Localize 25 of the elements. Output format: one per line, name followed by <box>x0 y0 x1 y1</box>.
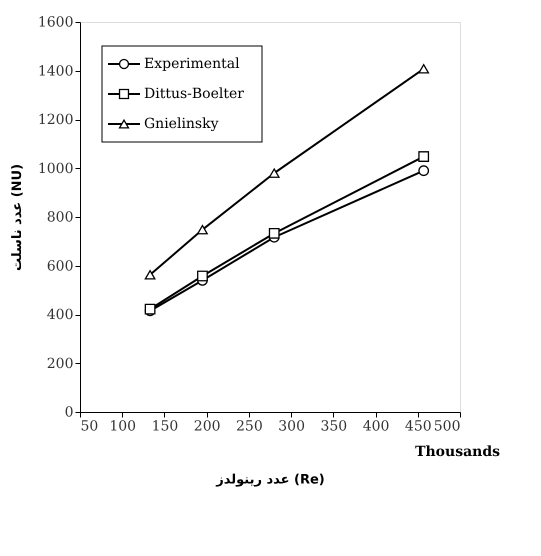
x-tick-label: 250 <box>236 418 263 434</box>
x-tick-label: 350 <box>320 418 348 434</box>
x-tick-label: 150 <box>152 418 178 434</box>
text: Thousands <box>415 444 500 460</box>
x-tick-label: 400 <box>362 418 390 434</box>
y-tick-label: 1400 <box>38 63 74 80</box>
y-tick-label: 1600 <box>38 14 74 30</box>
legend-label: Gnielinsky <box>144 116 219 132</box>
y-tick-label: 400 <box>46 307 74 323</box>
x-tick-label: 100 <box>109 418 136 434</box>
x-tick-label: 300 <box>278 418 305 434</box>
y-tick-label: 800 <box>46 210 74 226</box>
x-tick-label: 500 <box>434 418 460 434</box>
x-tick-label: 200 <box>194 418 221 434</box>
legend-label: Experimental <box>144 56 240 72</box>
y-tick-label: 0 <box>64 404 74 420</box>
y-tick-label: 200 <box>46 356 74 372</box>
y-tick-label: 600 <box>46 258 74 274</box>
y-tick-label: 1000 <box>38 160 74 177</box>
x-tick-label: 450 <box>404 418 432 434</box>
y-tick-label: 1200 <box>38 112 74 128</box>
legend-label: Dittus-Boelter <box>144 86 244 102</box>
x-axis-title: عدد رینولدز (Re) <box>215 472 325 488</box>
y-axis-title: عدد ناسلت (NU) <box>10 164 25 272</box>
x-tick-label: 50 <box>80 418 98 434</box>
